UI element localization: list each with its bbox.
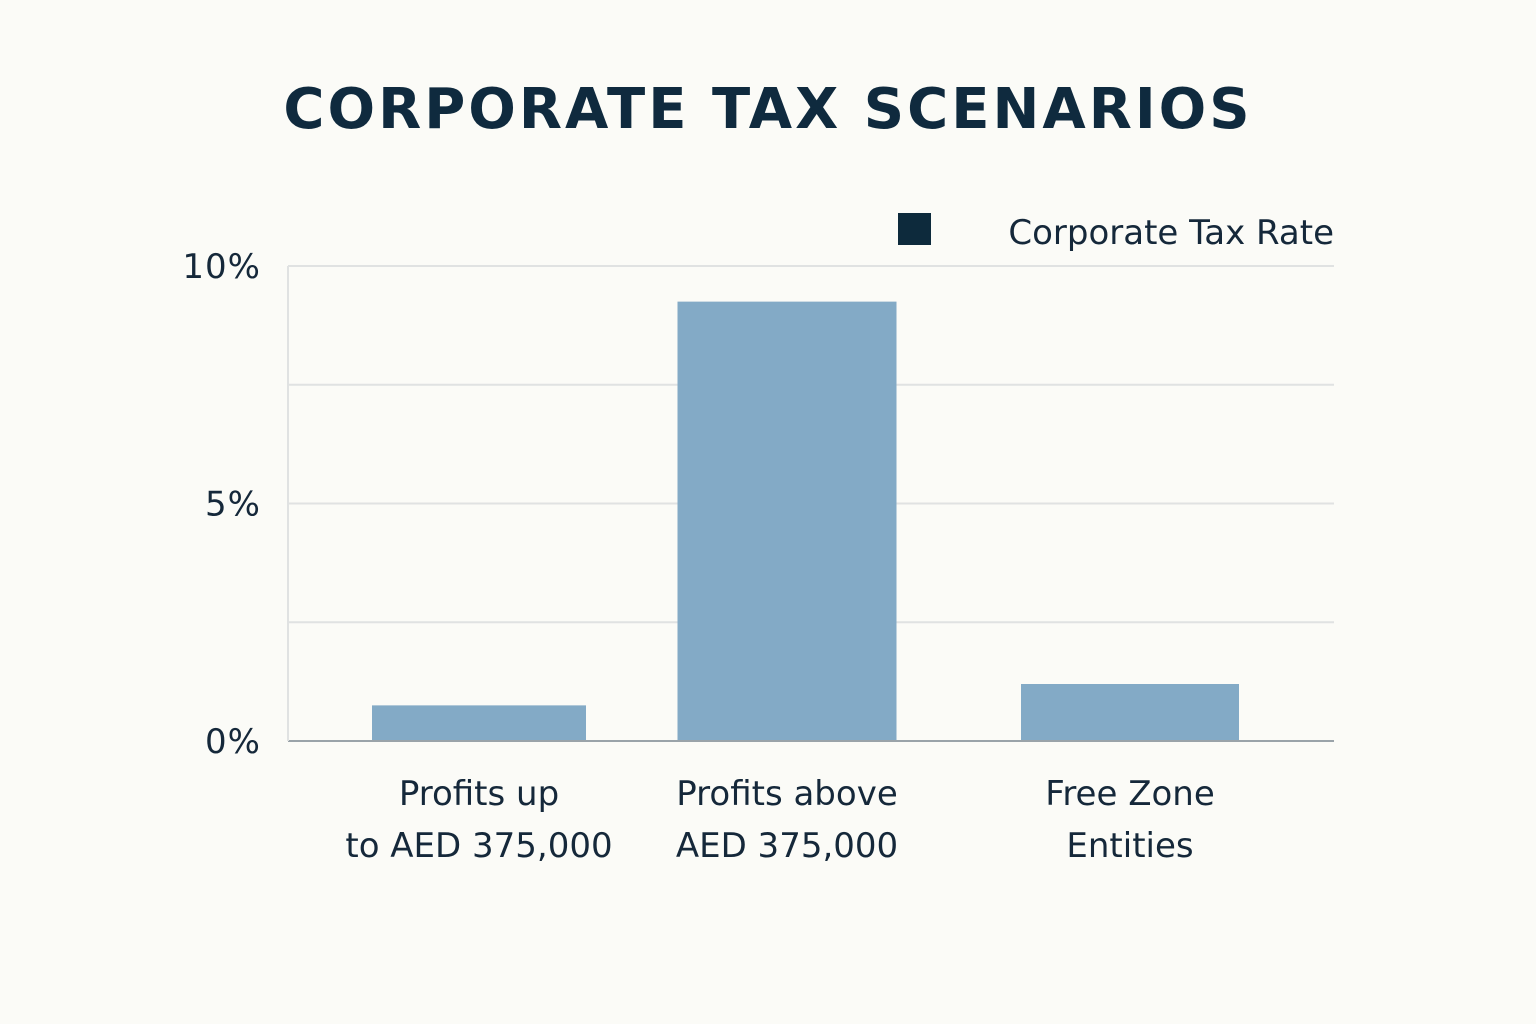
bar [1021,684,1239,741]
legend: Corporate Tax Rate [898,213,1334,253]
x-category-label: Entities [1066,826,1193,866]
x-category-label: to AED 375,000 [345,826,612,866]
legend-label: Corporate Tax Rate [1008,213,1334,253]
x-category-labels: Profits up to AED 375,000 Profits above AED… [345,774,1214,866]
bars [372,301,1239,741]
x-category-label: AED 375,000 [676,826,898,866]
x-category-label: Free Zone [1045,774,1215,814]
bar [677,301,897,741]
x-category-label: Profits up [399,774,559,814]
chart-title: CORPORATE TAX SCENARIOS [283,77,1253,142]
y-tick-label: 0% [205,722,261,762]
axes [287,266,1334,742]
y-tick-label: 10% [182,247,261,287]
bar [372,705,586,741]
x-category-label: Profits above [676,774,897,814]
y-tick-label: 5% [205,485,261,525]
y-tick-labels: 0% 5% 10% [182,247,261,762]
legend-marker [898,213,931,245]
